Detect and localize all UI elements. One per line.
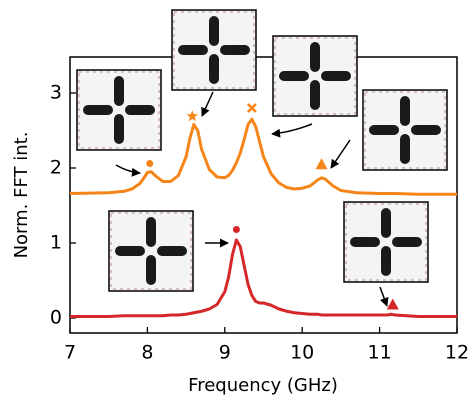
arrow	[116, 165, 140, 173]
x-axis-label: Frequency (GHz)	[188, 375, 338, 396]
x-tick-label: 9	[219, 342, 231, 364]
y-tick-label: 2	[50, 157, 62, 179]
arrow	[272, 124, 312, 134]
arrow	[202, 92, 213, 116]
arrow	[331, 140, 350, 168]
marker	[248, 104, 256, 112]
x-tick-label: 12	[445, 342, 469, 364]
x-tick-label: 8	[141, 342, 153, 364]
inset-image	[109, 211, 193, 291]
marker	[187, 110, 198, 121]
marker	[233, 226, 240, 233]
page: {"chart_data": {"type": "line", "xlabel"…	[0, 0, 474, 401]
y-tick-label: 0	[50, 307, 62, 329]
marker	[387, 299, 399, 310]
inset-image	[273, 36, 357, 116]
inset-image	[172, 10, 256, 90]
y-tick-label: 1	[50, 232, 62, 254]
x-tick-label: 7	[64, 342, 76, 364]
marker	[316, 158, 328, 169]
inset-image	[344, 202, 428, 282]
x-tick-label: 10	[290, 342, 314, 364]
y-tick-label: 3	[50, 82, 62, 104]
inset-image	[77, 70, 161, 150]
marker	[146, 160, 153, 167]
inset-image	[363, 90, 447, 170]
chart: Frequency (GHz) Norm. FFT int. 789101112…	[0, 0, 474, 401]
y-axis-label: Norm. FFT int.	[11, 132, 32, 259]
arrow	[380, 287, 387, 306]
x-tick-label: 11	[368, 342, 392, 364]
